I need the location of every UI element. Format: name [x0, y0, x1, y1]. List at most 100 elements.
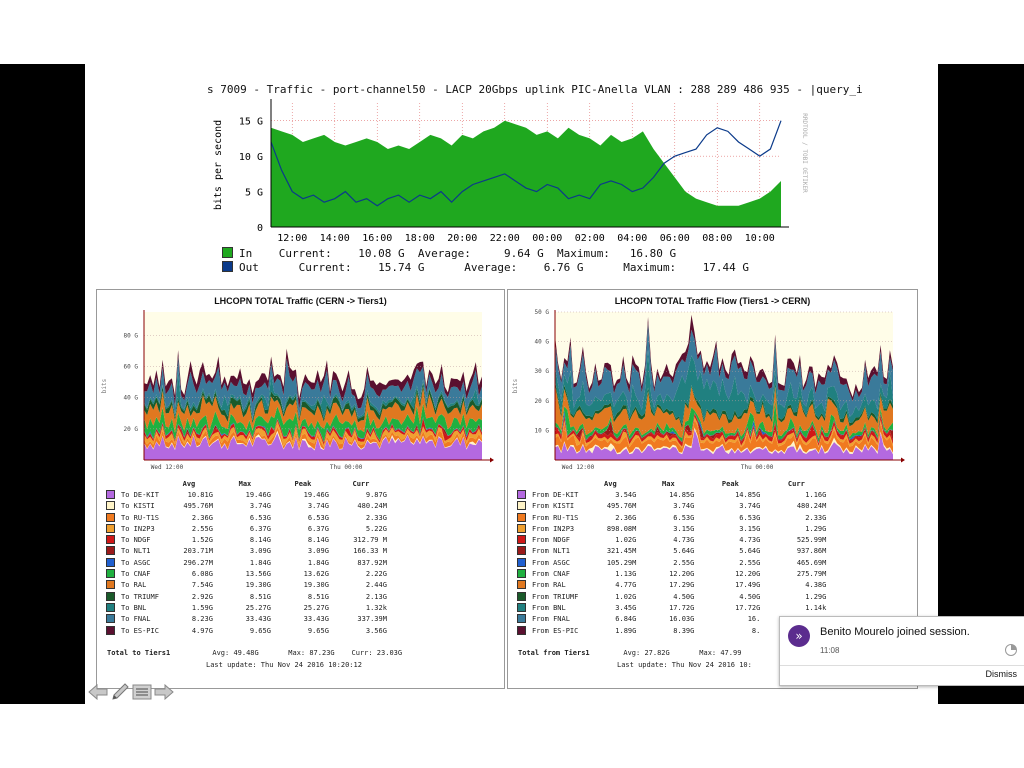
- pen-icon[interactable]: [110, 683, 130, 701]
- left-total-row: Total to Tiers1 Avg: 49.48G Max: 87.23G …: [107, 649, 402, 657]
- left-table-row: To CNAF 6.08G 13.56G 13.62G 2.22G: [103, 568, 390, 579]
- left-row-peak: 8.51G: [307, 592, 329, 601]
- right-stats-table: Avg Max Peak Curr From DE-KIT 3.54G 14.85G…: [514, 478, 829, 636]
- right-header-peak: Peak: [721, 479, 739, 488]
- right-row-curr: 525.99M: [796, 536, 827, 545]
- top-x-tick-label: 10:00: [745, 233, 775, 244]
- left-row-max: 3.09G: [249, 547, 271, 556]
- top-y-tick-label: 5 G: [245, 188, 263, 199]
- right-table-row: From CNAF 1.13G 12.20G 12.20G 275.79M: [514, 568, 829, 579]
- top-x-tick-label: 12:00: [277, 233, 307, 244]
- right-row-swatch: [514, 523, 529, 534]
- right-total-avg-label: Avg:: [623, 649, 641, 657]
- right-row-swatch: [514, 591, 529, 602]
- legend-out-name: Out: [239, 261, 259, 274]
- right-row-max: 17.72G: [669, 603, 695, 612]
- right-row-peak: 17.72G: [735, 603, 761, 612]
- left-row-curr: 1.32k: [365, 603, 387, 612]
- right-table-row: From IN2P3 898.08M 3.15G 3.15G 1.29G: [514, 523, 829, 534]
- left-header-curr: Curr: [352, 479, 370, 488]
- legend-out-row: Out Current: 15.74 G Average: 6.76 G Max…: [222, 261, 749, 274]
- right-header-avg: Avg: [604, 479, 617, 488]
- right-swatch-color: [517, 523, 526, 533]
- left-table-row: To BNL 1.59G 25.27G 25.27G 1.32k: [103, 602, 390, 613]
- right-row-max: 5.64G: [673, 547, 695, 556]
- left-series-area: [144, 386, 482, 433]
- dismiss-button[interactable]: Dismiss: [985, 669, 1018, 679]
- left-row-avg: 2.36G: [191, 513, 213, 522]
- left-row-avg: 2.92G: [191, 592, 213, 601]
- left-row-curr: 5.22G: [365, 524, 387, 533]
- left-stacked-chart: 20 G 40 G 60 G 80 G Wed 12:00 Thu 00:00 bits: [101, 310, 494, 471]
- left-row-label: To KISTI: [121, 502, 155, 511]
- left-swatch-color: [106, 602, 115, 612]
- left-total-avg: 49.48G: [233, 649, 259, 657]
- right-row-peak: 5.64G: [739, 547, 761, 556]
- right-panel-title: LHCOPN TOTAL Traffic Flow (Tiers1 -> CER…: [614, 296, 811, 306]
- left-row-max: 8.14G: [249, 536, 271, 545]
- legend-in-maximum: 16.80 G: [629, 247, 677, 260]
- right-swatch-color: [517, 602, 526, 612]
- left-row-swatch: [103, 580, 118, 591]
- forward-arrow-icon[interactable]: [154, 683, 174, 701]
- left-series-area: [144, 426, 482, 450]
- left-row-curr: 2.44G: [365, 581, 387, 590]
- top-x-tick-label: 04:00: [617, 233, 647, 244]
- slide-nav-toolbar: [88, 682, 174, 702]
- left-row-swatch: [103, 489, 118, 500]
- left-table-row: To TRIUMF 2.92G 8.51G 8.51G 2.13G: [103, 591, 390, 602]
- left-series-area: [144, 356, 482, 419]
- back-arrow-icon[interactable]: [88, 683, 108, 701]
- left-row-swatch: [103, 568, 118, 579]
- left-row-curr: 2.22G: [365, 570, 387, 579]
- right-row-avg: 105.29M: [606, 558, 637, 567]
- top-series-in-area: [271, 120, 781, 227]
- left-row-avg: 6.08G: [191, 570, 213, 579]
- left-row-peak: 6.53G: [307, 513, 329, 522]
- left-row-label: To IN2P3: [121, 524, 155, 533]
- right-series-area: [555, 314, 893, 402]
- left-row-label: To FNAL: [121, 615, 151, 624]
- left-swatch-color: [106, 580, 115, 590]
- left-swatch-color: [106, 489, 115, 499]
- left-header-avg: Avg: [182, 479, 196, 488]
- right-table-row: From FNAL 6.84G 16.03G 16.: [514, 614, 829, 625]
- left-table-row: To RU-T1S 2.36G 6.53G 6.53G 2.33G: [103, 512, 390, 523]
- right-row-swatch: [514, 568, 529, 579]
- left-row-peak: 1.84G: [307, 558, 329, 567]
- right-table-header: Avg Max Peak Curr: [514, 478, 829, 489]
- right-row-max: 12.20G: [669, 570, 695, 579]
- right-row-max: 6.53G: [673, 513, 695, 522]
- toast-message: Benito Mourelo joined session.: [820, 626, 970, 638]
- right-swatch-color: [517, 546, 526, 556]
- legend-out-current: 15.74 G: [378, 261, 425, 274]
- right-row-max: 4.50G: [673, 592, 695, 601]
- left-total-curr: 23.03G: [376, 649, 403, 657]
- left-row-curr: 480.24M: [357, 502, 387, 511]
- right-series-area: [555, 322, 893, 417]
- left-row-curr: 9.87G: [365, 490, 387, 499]
- left-row-peak: 25.27G: [303, 603, 329, 612]
- right-y-tick-label: 20 G: [535, 398, 550, 405]
- left-swatch-color: [106, 501, 115, 511]
- right-row-swatch: [514, 489, 529, 500]
- right-header-curr: Curr: [787, 479, 805, 488]
- left-total-label: Total to Tiers1: [107, 649, 171, 657]
- right-row-label: From IN2P3: [532, 524, 575, 533]
- left-row-avg: 10.81G: [187, 490, 213, 499]
- left-row-max: 19.30G: [245, 581, 271, 590]
- left-row-swatch: [103, 534, 118, 545]
- menu-icon[interactable]: [132, 683, 152, 701]
- left-row-max: 6.53G: [249, 513, 271, 522]
- right-row-peak: 4.50G: [739, 592, 761, 601]
- right-stacked-chart: 10 G 20 G 30 G 40 G 50 G Wed 12:00 Thu 00:00 bi…: [512, 309, 905, 471]
- left-row-label: To DE-KIT: [121, 490, 159, 499]
- left-row-label: To RAL: [121, 581, 147, 590]
- top-y-tick-label: 0: [257, 223, 263, 234]
- right-row-swatch: [514, 580, 529, 591]
- left-swatch-color: [106, 625, 115, 635]
- left-swatch-color: [106, 557, 115, 567]
- top-y-tick-label: 10 G: [239, 152, 263, 163]
- left-series-area: [144, 420, 482, 448]
- right-row-swatch: [514, 501, 529, 512]
